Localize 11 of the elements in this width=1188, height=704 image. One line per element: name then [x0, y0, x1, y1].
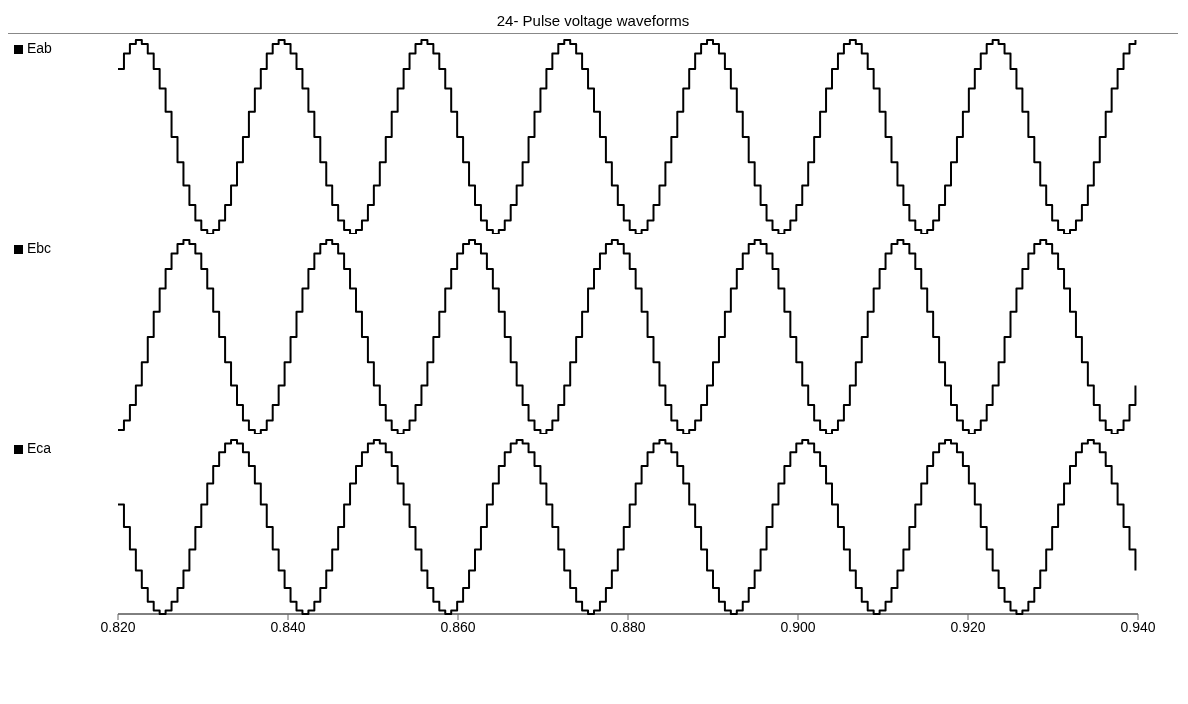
x-tick-label: 0.940: [1120, 618, 1156, 635]
legend-label: Eab: [27, 40, 52, 56]
x-tick-label: 0.920: [950, 618, 986, 635]
x-tick-label: 0.820: [100, 618, 136, 635]
x-tick-label: 0.840: [270, 618, 306, 635]
x-tick-label: 0.900: [780, 618, 816, 635]
legend-label: Ebc: [27, 240, 52, 256]
x-tick-label: 0.860: [440, 618, 476, 635]
chart-title: 24- Pulse voltage waveforms: [8, 8, 1178, 34]
legend-label: Eca: [27, 440, 52, 456]
x-tick-label: 0.880: [610, 618, 646, 635]
